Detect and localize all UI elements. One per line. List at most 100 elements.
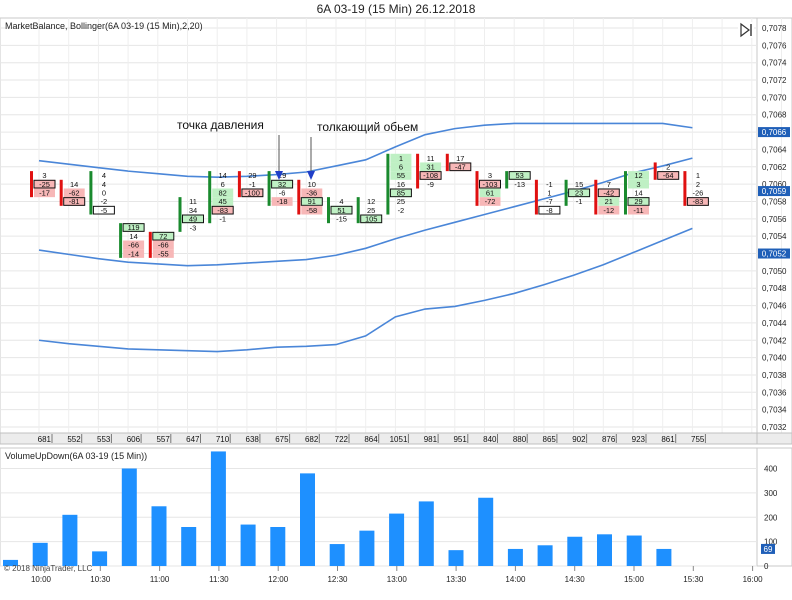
footprint-cell-outline: [330, 205, 353, 215]
footprint-cell-value: 29: [278, 171, 286, 180]
footprint-candle-body: [267, 171, 271, 206]
footprint-cell-value: 85: [397, 189, 405, 198]
footprint-cell: [152, 249, 174, 258]
footprint-cell-value: 34: [189, 206, 197, 215]
footprint-cell: [212, 197, 234, 206]
volume-tick-label: 100: [764, 538, 778, 547]
price-tick-label: 0,7038: [762, 371, 787, 380]
bar-volume-value: 722: [335, 435, 349, 444]
footprint-cell-value: 7: [607, 180, 611, 189]
footprint-cell-value: 1: [399, 154, 403, 163]
bar-volume-value: 553: [97, 435, 111, 444]
volume-bar: [121, 468, 137, 566]
volume-bar: [210, 451, 226, 566]
footprint-cell-value: -1: [576, 197, 583, 206]
bar-volume-value: 557: [156, 435, 170, 444]
footprint-cell-value: -6: [279, 189, 286, 198]
chart-window-title: 6A 03-19 (15 Min) 26.12.2018: [316, 2, 476, 16]
footprint-cell-value: 2: [666, 163, 670, 172]
footprint-cell-value: 51: [337, 206, 345, 215]
price-tick-label: 0,7040: [762, 354, 787, 363]
volume-bar: [270, 527, 286, 566]
footprint-cell-outline: [597, 188, 620, 198]
footprint-cell-value: -58: [306, 206, 317, 215]
footprint-cell-value: -12: [603, 206, 614, 215]
price-marker-label: 0,7059: [762, 187, 787, 196]
footprint-cell: [479, 197, 501, 206]
footprint-cell: [271, 197, 293, 206]
volume-bar: [537, 545, 553, 566]
footprint-cell-value: -62: [69, 189, 80, 198]
footprint-cell-value: -18: [277, 197, 288, 206]
price-tick-label: 0,7060: [762, 180, 787, 189]
bar-volume-value: 681: [38, 435, 52, 444]
play-pause-icon[interactable]: [738, 22, 754, 38]
footprint-cell-value: -83: [217, 206, 228, 215]
footprint-bars[interactable]: 3-25-1714-62-81440-2-511914-66-1472-66-5…: [30, 153, 709, 259]
footprint-bar: -11-7-8: [534, 179, 561, 215]
footprint-cell: [420, 171, 442, 180]
bar-volume-value: 902: [572, 435, 586, 444]
footprint-cell-value: 21: [605, 197, 613, 206]
price-marker-label: 0,7052: [762, 250, 787, 259]
bar-volume-value: 880: [513, 435, 527, 444]
footprint-cell-value: -25: [39, 180, 50, 189]
footprint-candle-body: [119, 223, 123, 258]
volume-bar: [478, 497, 494, 566]
price-indicator-label: MarketBalance, Bollinger(6A 03-19 (15 Mi…: [5, 21, 203, 31]
time-tick-label: 13:30: [446, 575, 467, 584]
footprint-cell-value: -1: [546, 180, 553, 189]
footprint-cell-value: -72: [485, 197, 496, 206]
footprint-cell-value: 10: [308, 180, 316, 189]
footprint-cell-value: 25: [367, 206, 375, 215]
footprint-cell: [390, 162, 412, 172]
footprint-cell-value: -81: [69, 197, 80, 206]
bar-volume-value: 638: [246, 435, 260, 444]
footprint-cell: [598, 205, 620, 215]
footprint-cell: [123, 249, 145, 258]
footprint-cell-value: 16: [397, 180, 405, 189]
footprint-candle-body: [594, 179, 598, 215]
footprint-cell-value: 4: [102, 180, 106, 189]
footprint-bar: 451-15: [327, 197, 353, 224]
footprint-cell-value: 12: [367, 197, 375, 206]
volume-bar: [32, 542, 48, 566]
footprint-cell: [271, 179, 293, 189]
footprint-candle-body: [475, 171, 479, 206]
footprint-cell: [152, 231, 174, 241]
footprint-cell-outline: [449, 162, 472, 172]
bar-volume-value: 1051: [390, 435, 408, 444]
footprint-cell: [123, 240, 145, 250]
bar-volume-value: 755: [691, 435, 705, 444]
time-tick-label: 15:00: [624, 575, 645, 584]
footprint-candle-body: [653, 162, 657, 180]
footprint-bar: 17-47: [445, 153, 472, 172]
bollinger-upper-line: [38, 122, 693, 178]
annotation-arrow-volume: [307, 137, 315, 180]
volume-bar: [359, 530, 375, 566]
price-tick-label: 0,7048: [762, 284, 787, 293]
volume-panel[interactable]: [0, 447, 758, 567]
footprint-bar: 12-26-83: [683, 171, 709, 206]
footprint-cell-value: 0: [102, 189, 106, 198]
volume-tick-label: 200: [764, 513, 778, 522]
footprint-cell: [687, 197, 709, 206]
price-marker-box: [758, 186, 790, 197]
footprint-candle-body: [148, 231, 152, 258]
price-tick-label: 0,7070: [762, 93, 787, 102]
footprint-cell-outline: [627, 197, 650, 206]
footprint-cell-value: 6: [399, 163, 403, 172]
price-tick-label: 0,7064: [762, 145, 787, 154]
footprint-cell-outline: [360, 214, 383, 224]
footprint-candle-body: [683, 171, 687, 206]
footprint-cell-value: 12: [634, 171, 642, 180]
bar-volume-value: 864: [364, 435, 378, 444]
footprint-cell-value: -64: [663, 171, 674, 180]
volume-bar: [329, 544, 345, 566]
footprint-candle-body: [208, 171, 212, 224]
